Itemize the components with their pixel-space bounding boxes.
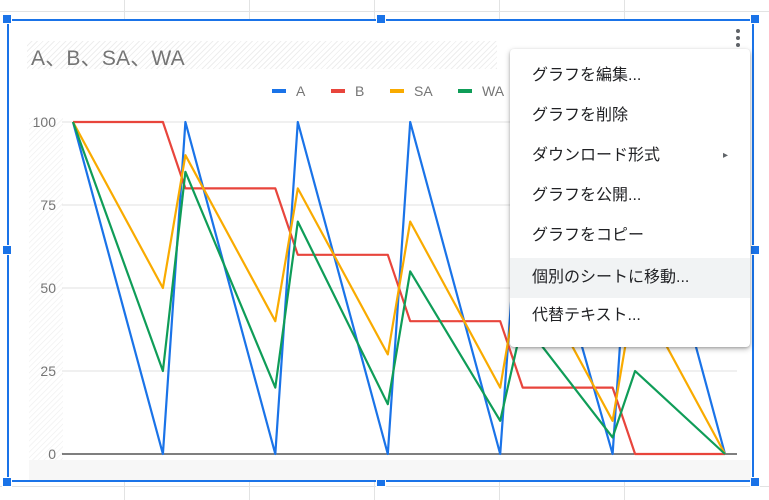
resize-handle[interactable] [2, 14, 12, 24]
resize-handle[interactable] [376, 14, 386, 24]
menu-item-edit-chart[interactable]: グラフを編集... [532, 67, 642, 84]
menu-item-publish-chart[interactable]: グラフを公開... [532, 187, 642, 204]
menu-item-copy-chart[interactable]: グラフをコピー [532, 227, 645, 244]
resize-handle[interactable] [376, 477, 386, 487]
menu-item-alt-text[interactable]: 代替テキスト... [532, 307, 641, 324]
submenu-arrow-icon: ▸ [722, 150, 728, 161]
chart-title-area[interactable] [27, 41, 497, 69]
sheet-row-line [0, 11, 769, 12]
resize-handle[interactable] [2, 245, 12, 255]
menu-item-move-to-sheet[interactable]: 個別のシートに移動... [510, 258, 750, 298]
chart-title[interactable]: A、B、SA、WA [31, 47, 185, 70]
resize-handle[interactable] [750, 477, 760, 487]
chart-context-menu: グラフを編集... グラフを削除 ダウンロード形式 ▸ グラフを公開... グラフ… [510, 49, 750, 347]
resize-handle[interactable] [750, 245, 760, 255]
menu-item-download[interactable]: ダウンロード形式 ▸ [510, 136, 750, 176]
menu-item-delete-chart[interactable]: グラフを削除 [532, 107, 629, 124]
resize-handle[interactable] [750, 14, 760, 24]
resize-handle[interactable] [2, 477, 12, 487]
more-vert-icon[interactable] [733, 29, 743, 51]
